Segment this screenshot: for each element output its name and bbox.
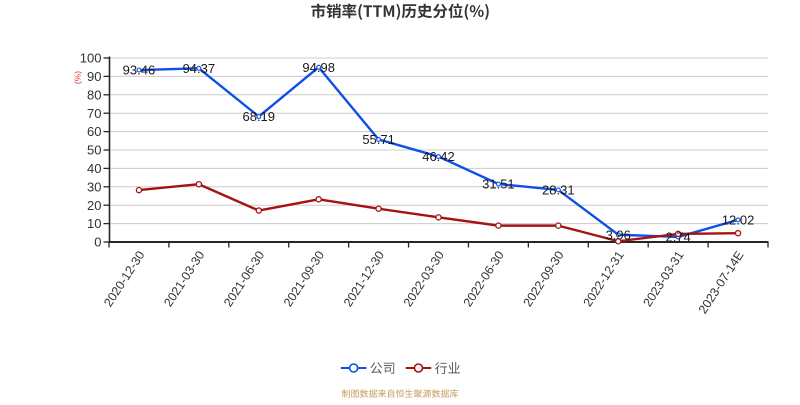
point-value-label: 31.51 [482, 177, 515, 192]
chart-title-text [311, 3, 489, 20]
point-value-label: 94.98 [302, 60, 335, 75]
y-tick-label: 60 [87, 124, 101, 139]
data-point [495, 181, 501, 187]
chart-legend[interactable] [340, 362, 460, 375]
series-industry [135, 180, 742, 245]
y-tick-label: 0 [94, 235, 101, 250]
data-point [734, 229, 742, 237]
legend-item-industry[interactable] [405, 362, 460, 375]
point-value-label: 28.31 [542, 182, 575, 197]
point-value-label: 55.71 [362, 132, 395, 147]
data-point [615, 232, 621, 238]
chart-title [311, 3, 489, 20]
legend-label [434, 362, 460, 375]
point-value-label: 2.74 [665, 230, 690, 245]
data-point [614, 238, 622, 245]
point-value-label: 46.42 [422, 149, 455, 164]
data-point [674, 230, 682, 238]
axes [103, 56, 769, 248]
data-point [256, 114, 262, 119]
data-point [255, 207, 263, 214]
point-value-label: 94.37 [183, 61, 216, 76]
data-point [735, 217, 741, 223]
data-point [435, 214, 442, 221]
y-tick-label: 90 [87, 69, 101, 84]
y-axis-label: (%) [73, 71, 83, 84]
y-tick-label: 70 [87, 106, 101, 121]
data-series [135, 64, 742, 245]
point-value-label: 93.46 [123, 63, 156, 78]
y-axis-tick-labels: 0 10 20 30 40 50 60 70 80 90 100 [80, 51, 102, 250]
legend-label [370, 362, 395, 374]
data-point [495, 222, 502, 229]
grid-lines [109, 57, 768, 225]
data-point [135, 186, 143, 194]
data-point [555, 222, 562, 229]
source-note-text [341, 389, 459, 398]
y-tick-label: 10 [87, 216, 101, 231]
data-point [196, 65, 202, 71]
series-company [136, 64, 741, 240]
data-point [555, 187, 561, 193]
y-tick-label: 30 [87, 179, 101, 194]
point-value-labels: 93.46 94.37 68.19 94.98 55.71 46.42 31.51 28.31… [123, 60, 755, 245]
legend-item-company[interactable] [340, 362, 395, 374]
legend-marker-circle [348, 363, 359, 373]
data-point [136, 67, 142, 73]
y-tick-label: 20 [87, 198, 101, 213]
y-tick-label: 50 [87, 143, 101, 158]
y-axis-unit: (%) [73, 71, 83, 84]
legend-marker-circle [413, 363, 424, 373]
data-point [376, 137, 382, 142]
point-value-label: 12.02 [722, 212, 755, 227]
data-point [315, 196, 322, 203]
y-tick-label: 80 [87, 87, 101, 102]
data-point [316, 64, 322, 70]
y-tick-label: 100 [80, 51, 102, 66]
y-tick-label: 40 [87, 161, 101, 176]
data-point [195, 180, 203, 188]
data-point [375, 205, 382, 212]
point-value-label: 3.96 [606, 227, 631, 242]
point-value-label: 68.19 [242, 109, 275, 124]
data-point [436, 154, 441, 160]
source-note [341, 389, 459, 398]
